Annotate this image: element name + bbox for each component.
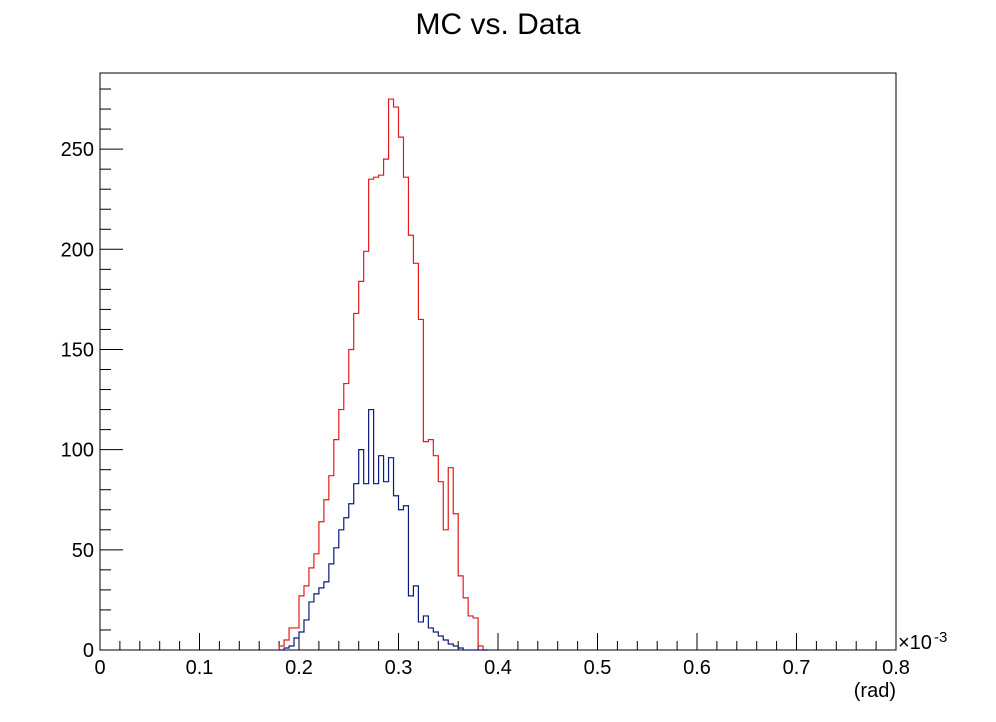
histogram-bin xyxy=(443,530,448,650)
histogram-bin xyxy=(289,646,294,650)
histogram-bin xyxy=(339,530,344,650)
plot-frame xyxy=(99,72,897,651)
histogram-bin xyxy=(284,648,289,650)
histogram-bin xyxy=(453,514,458,650)
series-1 xyxy=(279,408,489,651)
histogram-bin xyxy=(319,588,324,650)
x-tick-label: 0.7 xyxy=(783,657,811,679)
histogram-bin xyxy=(413,586,418,650)
x-tick-label: 0.3 xyxy=(385,657,413,679)
histogram-bin xyxy=(314,594,319,650)
axis-ticks xyxy=(99,88,897,651)
histogram-bin xyxy=(438,636,443,650)
x-tick-label: 0.2 xyxy=(285,657,313,679)
histogram-bin xyxy=(408,596,413,650)
histogram-bin xyxy=(329,564,334,650)
x-tick-label: 0 xyxy=(94,657,105,679)
histogram-bin xyxy=(478,646,483,650)
histogram-bin xyxy=(304,620,309,650)
y-tick-label: 200 xyxy=(61,239,94,261)
histogram-bin xyxy=(428,440,433,650)
histogram-bin xyxy=(364,484,369,650)
series-layer xyxy=(278,98,489,651)
histogram-bin xyxy=(374,484,379,650)
histogram-bin xyxy=(418,319,423,650)
histogram-bin xyxy=(389,458,394,650)
y-tick-label: 150 xyxy=(61,339,94,361)
histogram-bin xyxy=(369,410,374,650)
histogram-bin xyxy=(309,602,314,650)
histogram-bin xyxy=(448,468,453,650)
x-axis-label: (rad) xyxy=(854,680,896,702)
histogram-bin xyxy=(453,646,458,650)
histogram-bin xyxy=(384,482,389,650)
series-0 xyxy=(278,98,489,651)
histogram-bin xyxy=(359,450,364,650)
x-tick-label: 0.4 xyxy=(484,657,512,679)
histogram-bin xyxy=(433,456,438,650)
histogram-bin xyxy=(433,632,438,650)
histogram-bin xyxy=(279,646,284,650)
series-outline xyxy=(279,408,489,651)
histogram-bin xyxy=(458,648,463,650)
x-tick-label: 0.1 xyxy=(186,657,214,679)
histogram-bin xyxy=(458,576,463,650)
chart-title: MC vs. Data xyxy=(415,8,580,41)
histogram-bin xyxy=(399,510,404,650)
histogram-bin xyxy=(294,638,299,650)
histogram-bin xyxy=(324,582,329,650)
series-outline xyxy=(278,98,489,651)
y-tick-label: 250 xyxy=(61,139,94,161)
histogram-bin xyxy=(428,628,433,650)
x-tick-label: 0.6 xyxy=(683,657,711,679)
histogram-bin xyxy=(403,506,408,650)
histogram-bin xyxy=(468,616,473,650)
histogram-bin xyxy=(344,518,349,650)
histogram-bin xyxy=(443,640,448,650)
histogram-bin xyxy=(438,482,443,650)
histogram-bin xyxy=(394,496,399,650)
histogram-bin xyxy=(379,456,384,650)
x-multiplier-label: ×10 xyxy=(898,632,932,654)
histogram-bin xyxy=(334,548,339,650)
histogram-bin xyxy=(418,622,423,650)
histogram-bin xyxy=(463,598,468,650)
histogram-bin xyxy=(473,618,478,650)
histogram-bin xyxy=(408,235,413,650)
histogram-bin xyxy=(354,484,359,650)
histogram-bin xyxy=(448,644,453,650)
y-tick-label: 0 xyxy=(83,640,94,662)
histogram-bin xyxy=(349,504,354,650)
histogram-bin xyxy=(423,616,428,650)
x-tick-label: 0.5 xyxy=(584,657,612,679)
y-tick-label: 50 xyxy=(72,540,94,562)
y-tick-label: 100 xyxy=(61,440,94,462)
axis-tick-labels: 0 0.1 0.2 0.3 0.4 0.5 0.6 0.7 0.8 0 50 100 150 200 250 xyxy=(61,139,910,679)
x-tick-label: 0.8 xyxy=(882,657,910,679)
histogram-bin xyxy=(299,632,304,650)
x-multiplier-exponent: -3 xyxy=(934,629,947,646)
